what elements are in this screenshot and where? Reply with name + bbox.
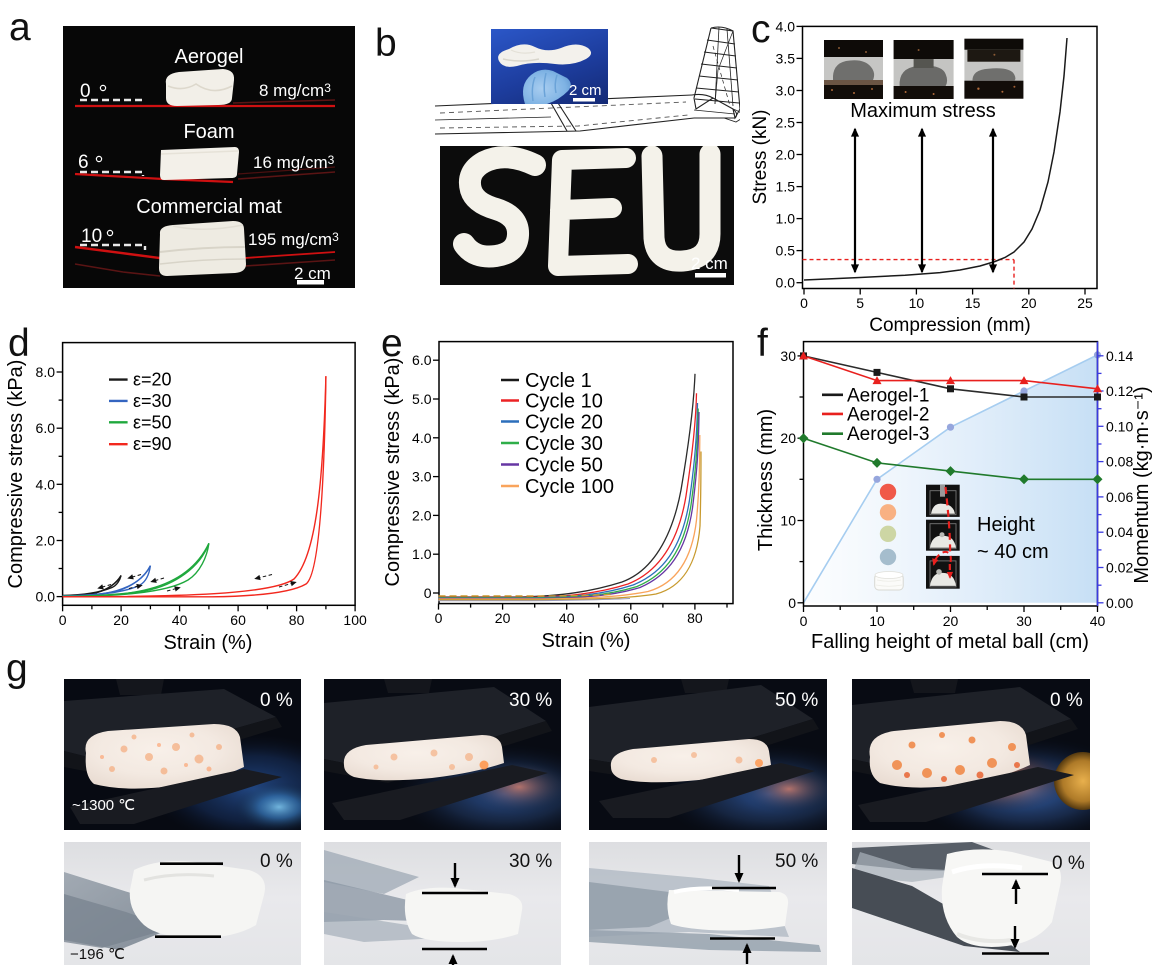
svg-text:Maximum stress: Maximum stress (850, 100, 996, 122)
svg-text:Aerogel-2: Aerogel-2 (847, 404, 929, 425)
svg-text:0.14: 0.14 (1106, 348, 1133, 364)
svg-text:Cycle 20: Cycle 20 (525, 412, 603, 434)
svg-text:30 %: 30 % (509, 690, 552, 711)
svg-text:0.12: 0.12 (1106, 383, 1133, 399)
svg-text:30: 30 (1016, 613, 1032, 629)
svg-text:50 %: 50 % (775, 690, 818, 711)
svg-text:Aerogel-3: Aerogel-3 (847, 424, 929, 445)
svg-text:5: 5 (856, 295, 864, 311)
svg-text:0.04: 0.04 (1106, 524, 1133, 540)
svg-text:10: 10 (909, 295, 925, 311)
svg-text:20: 20 (113, 612, 129, 628)
svg-text:1.5: 1.5 (776, 179, 796, 195)
svg-text:2.0: 2.0 (36, 533, 56, 549)
svg-text:Cycle 1: Cycle 1 (525, 370, 592, 392)
svg-text:20: 20 (495, 610, 511, 626)
svg-text:15: 15 (965, 295, 981, 311)
svg-text:Falling height of metal ball (: Falling height of metal ball (cm) (811, 631, 1089, 653)
svg-text:4.0: 4.0 (776, 18, 796, 34)
svg-text:0: 0 (424, 585, 432, 601)
svg-text:3.0: 3.0 (412, 469, 432, 485)
svg-text:2 cm: 2 cm (569, 82, 602, 99)
svg-text:0.0: 0.0 (36, 589, 56, 605)
svg-text:ε=50: ε=50 (133, 412, 172, 432)
svg-text:Stress (kN): Stress (kN) (750, 110, 771, 205)
svg-text:100: 100 (343, 612, 367, 628)
svg-text:0.08: 0.08 (1106, 454, 1133, 470)
svg-text:2.5: 2.5 (776, 115, 796, 131)
svg-text:8.0: 8.0 (36, 364, 56, 380)
svg-text:5.0: 5.0 (412, 391, 432, 407)
svg-text:25: 25 (1077, 295, 1093, 311)
svg-text:0: 0 (800, 613, 808, 629)
svg-text:2.0: 2.0 (412, 507, 432, 523)
svg-text:80: 80 (289, 612, 305, 628)
svg-text:0 %: 0 % (1052, 853, 1085, 874)
svg-text:3.0: 3.0 (776, 83, 796, 99)
svg-text:40: 40 (1090, 613, 1106, 629)
svg-text:0.02: 0.02 (1106, 560, 1133, 576)
svg-text:Momentum (kg·m·s⁻¹): Momentum (kg·m·s⁻¹) (1131, 386, 1153, 583)
svg-text:60: 60 (230, 612, 246, 628)
svg-text:6.0: 6.0 (412, 352, 432, 368)
svg-text:20: 20 (943, 613, 959, 629)
svg-text:Compression (mm): Compression (mm) (869, 315, 1031, 336)
svg-text:Strain (%): Strain (%) (542, 630, 631, 652)
svg-text:0: 0 (59, 612, 67, 628)
svg-text:0 %: 0 % (260, 851, 293, 872)
svg-text:10: 10 (780, 513, 796, 529)
svg-text:20: 20 (780, 430, 796, 446)
svg-text:Cycle 30: Cycle 30 (525, 433, 603, 455)
svg-text:0.10: 0.10 (1106, 418, 1133, 434)
svg-text:Cycle 50: Cycle 50 (525, 455, 603, 477)
svg-text:−196 ℃: −196 ℃ (70, 946, 125, 963)
svg-text:Strain (%): Strain (%) (164, 632, 253, 654)
svg-text:Compressive stress (kPa): Compressive stress (kPa) (382, 358, 404, 587)
svg-text:Thickness (mm): Thickness (mm) (755, 409, 777, 551)
svg-text:Height: Height (977, 514, 1035, 536)
svg-text:40: 40 (172, 612, 188, 628)
svg-text:ε=30: ε=30 (133, 391, 172, 411)
svg-text:0: 0 (788, 595, 796, 611)
svg-text:0.00: 0.00 (1106, 595, 1133, 611)
svg-text:ε=90: ε=90 (133, 434, 172, 454)
svg-text:20: 20 (1021, 295, 1037, 311)
svg-text:40: 40 (559, 610, 575, 626)
svg-text:Cycle 10: Cycle 10 (525, 391, 603, 413)
svg-text:30: 30 (780, 348, 796, 364)
svg-text:0 %: 0 % (260, 690, 293, 711)
svg-text:0 %: 0 % (1050, 690, 1083, 711)
svg-text:0: 0 (435, 610, 443, 626)
svg-text:ε=20: ε=20 (133, 370, 172, 390)
svg-text:3.5: 3.5 (776, 50, 796, 66)
svg-text:2.0: 2.0 (776, 147, 796, 163)
svg-text:0.06: 0.06 (1106, 489, 1133, 505)
svg-text:80: 80 (687, 610, 703, 626)
svg-text:Cycle 100: Cycle 100 (525, 476, 614, 498)
svg-text:50 %: 50 % (775, 851, 818, 872)
svg-text:Aerogel-1: Aerogel-1 (847, 385, 929, 406)
svg-text:6.0: 6.0 (36, 420, 56, 436)
svg-text:0.5: 0.5 (776, 243, 796, 259)
svg-text:~1300 ℃: ~1300 ℃ (72, 797, 135, 814)
svg-text:4.0: 4.0 (412, 430, 432, 446)
svg-text:4.0: 4.0 (36, 476, 56, 492)
svg-text:10: 10 (869, 613, 885, 629)
svg-text:1.0: 1.0 (776, 211, 796, 227)
svg-text:Compressive stress (kPa): Compressive stress (kPa) (5, 360, 27, 589)
svg-text:30 %: 30 % (509, 851, 552, 872)
svg-text:0: 0 (800, 295, 808, 311)
svg-text:60: 60 (623, 610, 639, 626)
svg-text:1.0: 1.0 (412, 546, 432, 562)
svg-text:2 cm: 2 cm (691, 254, 728, 273)
svg-text:~ 40 cm: ~ 40 cm (977, 541, 1049, 563)
svg-text:0.0: 0.0 (776, 275, 796, 291)
